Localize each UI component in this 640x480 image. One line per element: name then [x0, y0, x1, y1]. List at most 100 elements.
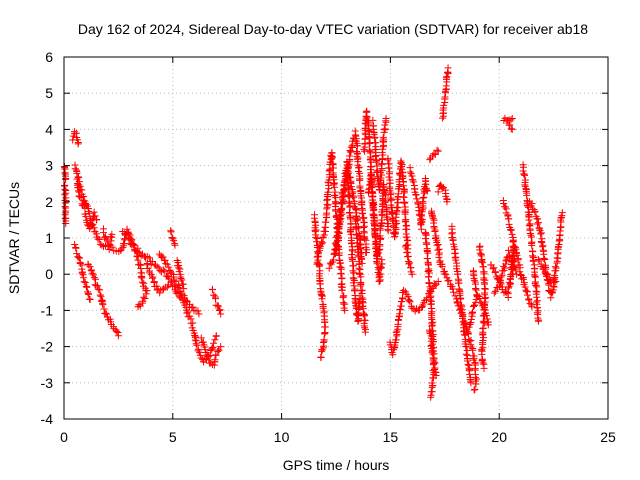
data-point	[325, 264, 333, 272]
data-point	[399, 193, 407, 201]
data-point	[508, 230, 516, 238]
data-point	[215, 306, 223, 314]
data-point	[75, 173, 83, 181]
data-point	[208, 286, 216, 294]
data-point	[441, 95, 449, 103]
data-point	[384, 227, 392, 235]
data-point	[508, 115, 516, 123]
data-point	[100, 305, 108, 313]
data-point	[537, 229, 545, 237]
data-point	[406, 298, 414, 306]
data-point	[500, 199, 508, 207]
data-point	[399, 295, 407, 303]
data-point	[85, 209, 93, 217]
data-point	[207, 359, 215, 367]
data-point	[371, 234, 379, 242]
data-point	[62, 220, 70, 228]
data-point	[504, 215, 512, 223]
data-point	[341, 306, 349, 314]
data-point	[73, 175, 81, 183]
data-point	[328, 155, 336, 163]
data-point	[409, 178, 417, 186]
data-point	[459, 313, 467, 321]
data-point	[392, 328, 400, 336]
data-point	[473, 291, 481, 299]
data-point	[322, 218, 330, 226]
data-point	[212, 332, 220, 340]
data-point	[339, 299, 347, 307]
data-point	[431, 226, 439, 234]
data-point	[321, 330, 329, 338]
data-point	[126, 231, 134, 239]
data-point	[183, 309, 191, 317]
data-point	[195, 310, 203, 318]
data-point	[526, 229, 534, 237]
data-point	[424, 249, 432, 257]
data-point	[168, 234, 176, 242]
data-point	[90, 208, 98, 216]
data-point	[523, 291, 531, 299]
data-point	[427, 341, 435, 349]
data-point	[84, 221, 92, 229]
data-point	[401, 199, 409, 207]
data-point	[136, 260, 144, 268]
data-point	[194, 307, 202, 315]
data-point	[372, 158, 380, 166]
data-point	[480, 276, 488, 284]
grid-lines	[64, 57, 608, 419]
y-tick-label: 5	[45, 85, 53, 101]
data-point	[510, 252, 518, 260]
data-point	[431, 282, 439, 290]
data-point	[345, 152, 353, 160]
data-point	[81, 278, 89, 286]
data-point	[95, 236, 103, 244]
data-point	[180, 285, 188, 293]
data-point	[504, 117, 512, 125]
data-point	[371, 145, 379, 153]
data-point	[344, 191, 352, 199]
data-point	[76, 254, 84, 262]
y-tick-label: 6	[45, 49, 53, 65]
data-point	[479, 359, 487, 367]
data-point	[351, 204, 359, 212]
data-point	[419, 194, 427, 202]
y-tick-label: -3	[41, 375, 54, 391]
data-point	[471, 385, 479, 393]
data-point	[376, 180, 384, 188]
data-point	[361, 328, 369, 336]
data-point	[525, 216, 533, 224]
y-tick-label: 1	[45, 230, 53, 246]
data-point	[521, 283, 529, 291]
data-point	[114, 329, 122, 337]
data-point	[93, 282, 101, 290]
data-point	[434, 147, 442, 155]
data-point	[335, 224, 343, 232]
data-point	[193, 341, 201, 349]
data-point	[214, 302, 222, 310]
data-point	[480, 319, 488, 327]
data-point	[340, 292, 348, 300]
data-point	[101, 309, 109, 317]
data-point	[540, 254, 548, 262]
data-point	[449, 285, 457, 293]
data-point	[318, 295, 326, 303]
data-point	[86, 295, 94, 303]
y-tick-label: 2	[45, 194, 53, 210]
data-point	[146, 269, 154, 277]
data-point	[197, 354, 205, 362]
data-point	[519, 167, 527, 175]
data-point	[346, 215, 354, 223]
data-point	[138, 278, 146, 286]
data-point	[163, 260, 171, 268]
data-point	[507, 125, 515, 133]
data-point	[330, 183, 338, 191]
data-point	[143, 287, 151, 295]
data-point	[387, 189, 395, 197]
data-point	[434, 246, 442, 254]
data-point	[418, 216, 426, 224]
data-point	[338, 205, 346, 213]
data-point	[480, 364, 488, 372]
data-point	[382, 115, 390, 123]
data-point	[508, 125, 516, 133]
